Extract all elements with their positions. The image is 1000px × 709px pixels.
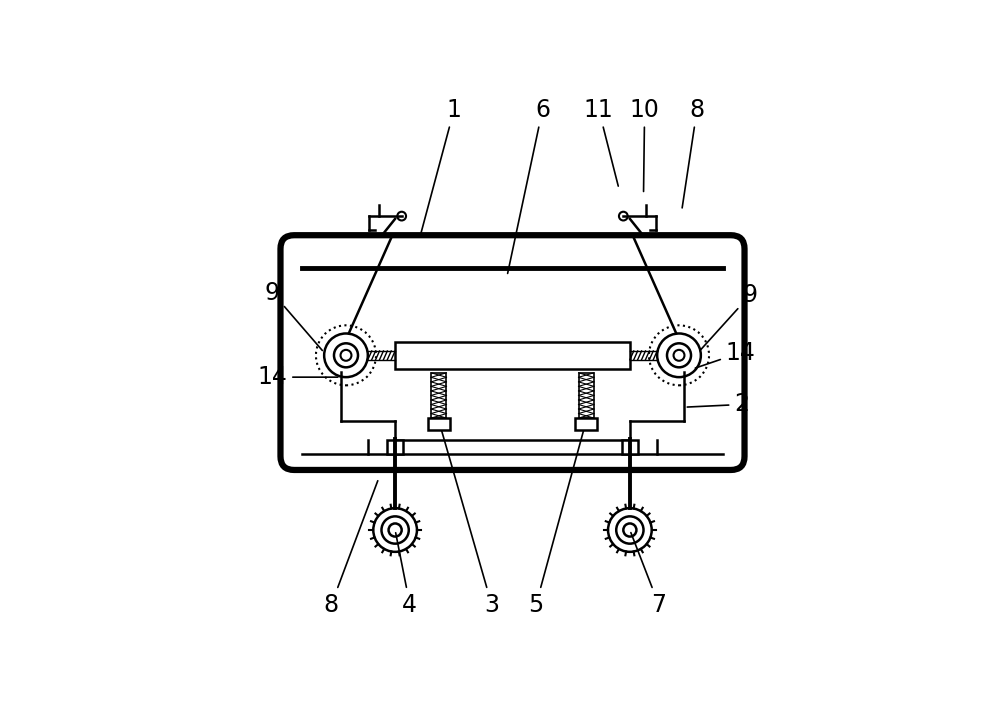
Bar: [387, 440, 403, 454]
Text: 7: 7: [631, 532, 666, 617]
Text: 14: 14: [695, 340, 756, 368]
Text: 9: 9: [265, 281, 322, 350]
Bar: [575, 418, 597, 430]
Bar: [428, 418, 450, 430]
Text: 8: 8: [324, 481, 378, 617]
Text: 3: 3: [440, 423, 499, 617]
Text: 9: 9: [700, 284, 757, 350]
Text: 10: 10: [630, 98, 660, 191]
Text: 4: 4: [396, 532, 417, 617]
Bar: [622, 440, 638, 454]
Bar: [431, 373, 446, 418]
Bar: [579, 373, 594, 418]
Text: 2: 2: [687, 393, 749, 416]
Text: 11: 11: [584, 98, 618, 186]
Text: 6: 6: [508, 98, 550, 274]
Text: 5: 5: [528, 423, 585, 617]
FancyBboxPatch shape: [280, 235, 745, 470]
Text: 1: 1: [420, 98, 462, 235]
Text: 14: 14: [257, 365, 338, 389]
Bar: [395, 342, 630, 369]
Text: 8: 8: [682, 98, 705, 208]
